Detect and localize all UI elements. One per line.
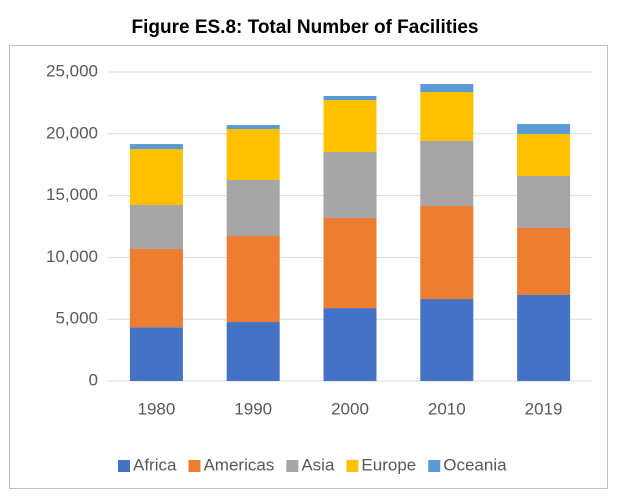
bar-segment: [517, 134, 571, 176]
bar-segment: [226, 128, 280, 181]
x-tick-label: 2000: [331, 399, 369, 418]
bar-segment: [129, 149, 183, 205]
y-tick-label: 15,000: [46, 185, 98, 204]
x-tick-label: 1980: [137, 399, 175, 418]
legend-label: Africa: [133, 455, 177, 474]
bar-segment: [420, 140, 474, 206]
bar-segment: [129, 204, 183, 249]
bar-segment: [129, 144, 183, 150]
bar-segment: [420, 92, 474, 141]
x-tick-label: 2019: [525, 399, 563, 418]
x-tick-label: 2010: [428, 399, 466, 418]
legend-label: Asia: [301, 455, 335, 474]
y-tick-label: 10,000: [46, 247, 98, 266]
legend-swatch: [188, 460, 201, 472]
legend-label: Americas: [203, 455, 274, 474]
bar-segment: [323, 308, 377, 381]
bar-segment: [226, 180, 280, 237]
bar-segment: [226, 236, 280, 323]
legend-label: Oceania: [443, 455, 507, 474]
y-tick-label: 5,000: [55, 309, 98, 328]
bar-segment: [323, 217, 377, 309]
legend-swatch: [346, 460, 359, 472]
bar-segment: [517, 227, 571, 295]
bar-segment: [517, 124, 571, 135]
bar-segment: [420, 83, 474, 93]
bar-segment: [517, 294, 571, 381]
y-tick-label: 0: [89, 370, 98, 389]
bar-segment: [226, 125, 280, 129]
bar-segment: [517, 175, 571, 228]
bar-segment: [129, 327, 183, 381]
legend-label: Europe: [361, 455, 416, 474]
y-tick-label: 25,000: [46, 61, 98, 80]
legend-swatch: [286, 460, 299, 472]
bar-segment: [420, 299, 474, 381]
legend-swatch: [428, 460, 441, 472]
bar-segment: [129, 248, 183, 328]
bar-segment: [420, 205, 474, 300]
bar-segment: [323, 151, 377, 218]
bar-segment: [323, 95, 377, 101]
bar-segment: [226, 322, 280, 381]
y-tick-label: 20,000: [46, 123, 98, 142]
chart-border: [9, 45, 608, 489]
legend-swatch: [118, 460, 130, 472]
chart-title: Figure ES.8: Total Number of Facilities: [132, 17, 479, 38]
x-tick-label: 1990: [234, 399, 272, 418]
bar-segment: [323, 100, 377, 152]
